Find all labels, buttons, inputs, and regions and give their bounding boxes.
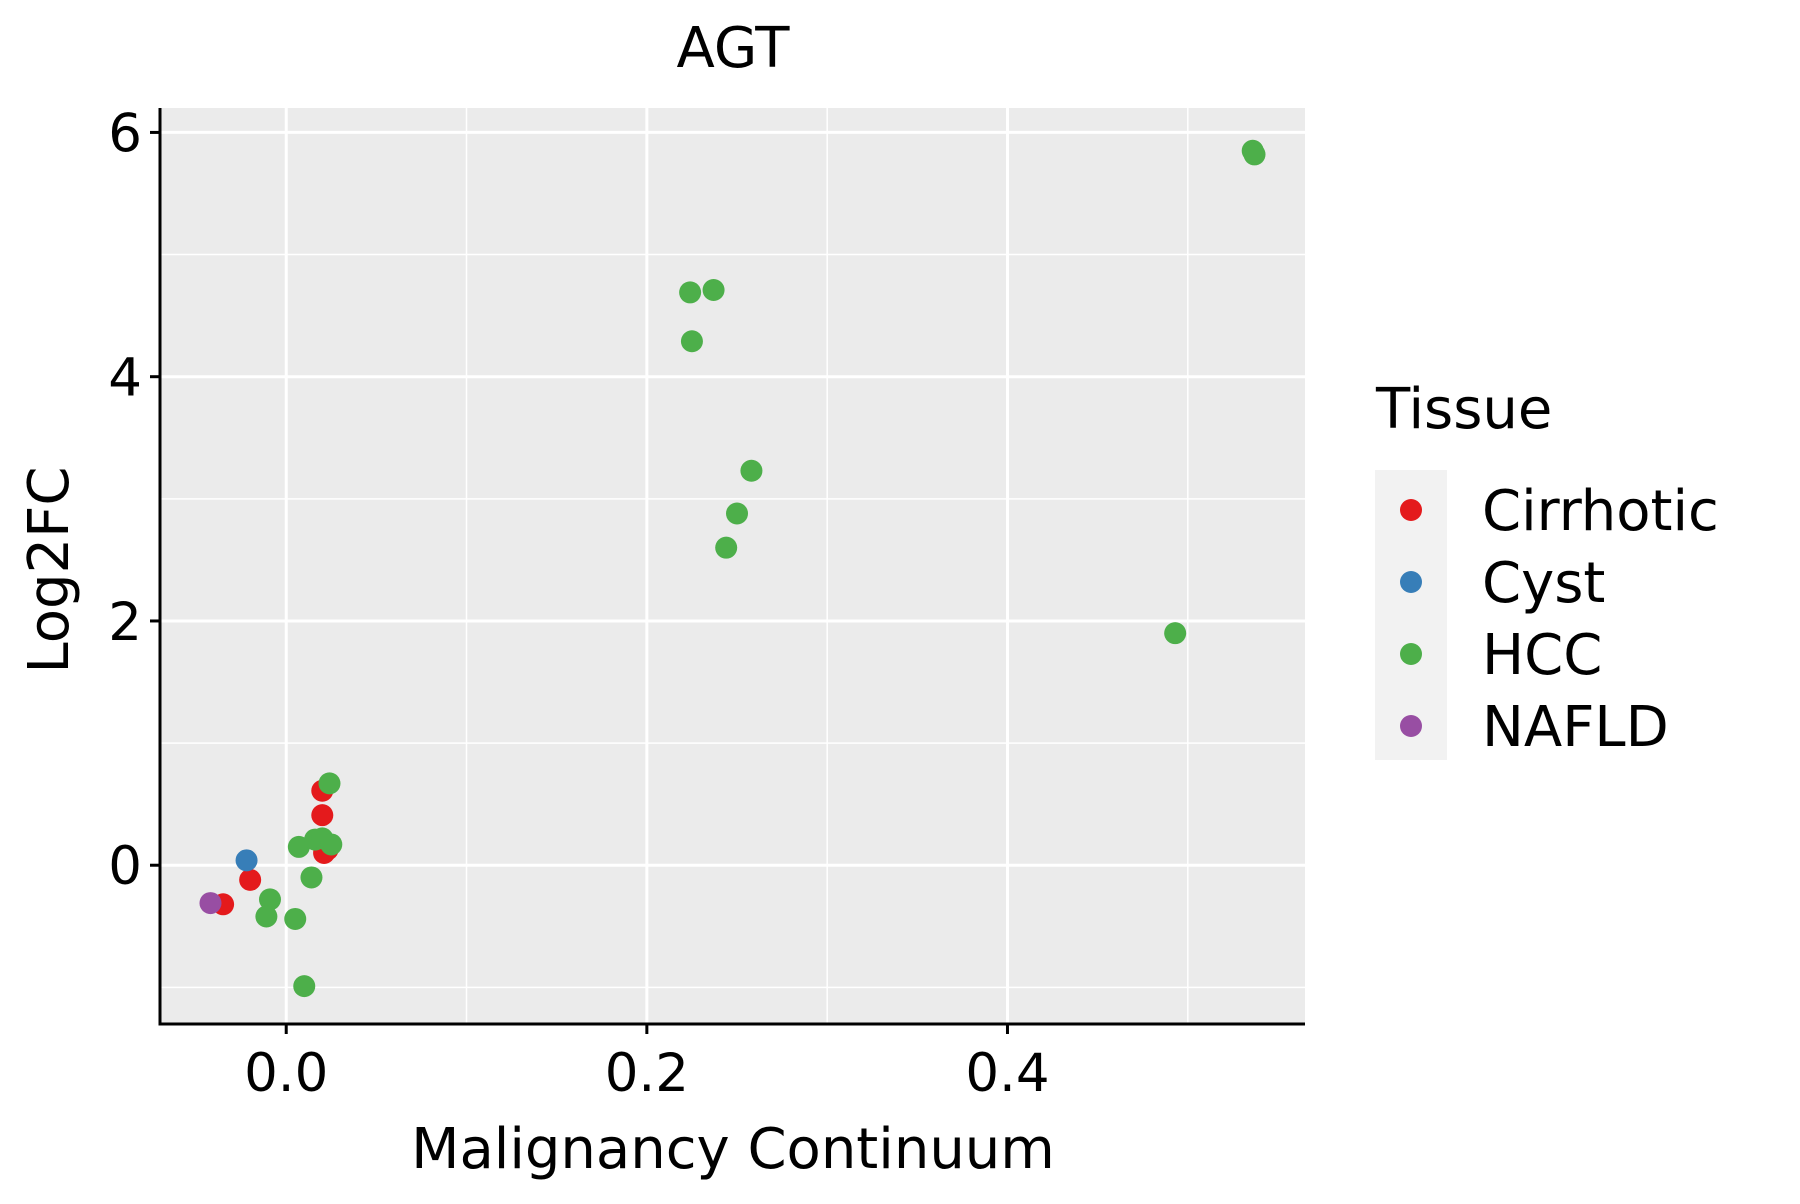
data-point-hcc [293,975,316,998]
data-point-hcc [255,905,278,928]
legend-key-nafld [1400,715,1422,737]
y-tick-label: 2 [108,592,142,653]
y-axis-label: Log2FC [17,467,82,674]
legend-items: Cirrhotic Cyst HCC NAFLD [1400,479,1719,760]
data-point-hcc [715,536,738,559]
x-tick-label: 0.0 [244,1043,328,1104]
legend-key-cirrhotic [1400,499,1422,521]
data-point-nafld [199,892,222,915]
plot-panel [160,108,1305,1024]
data-point-cirrhotic [311,804,334,827]
data-point-hcc [726,502,749,525]
data-point-hcc [680,330,703,353]
x-axis-label: Malignancy Continuum [411,1117,1055,1182]
legend-label-nafld: NAFLD [1482,695,1669,760]
data-point-hcc [1243,143,1266,166]
x-tick-label: 0.2 [605,1043,689,1104]
data-point-hcc [679,281,702,304]
data-point-hcc [258,888,281,911]
y-tick-label: 4 [108,348,142,409]
data-point-cyst [235,849,258,872]
chart-title: AGT [677,16,791,81]
data-point-cirrhotic [239,868,262,891]
legend-title: Tissue [1375,377,1552,442]
y-tick-label: 0 [108,836,142,897]
legend: Tissue Cirrhotic Cyst HCC NAFLD [1375,377,1719,760]
panel-background [160,108,1305,1024]
data-point-hcc [1164,622,1187,645]
legend-key-cyst [1400,571,1422,593]
data-point-hcc [300,866,323,889]
data-point-hcc [740,459,763,482]
data-point-hcc [284,907,307,930]
x-tick-label: 0.4 [965,1043,1049,1104]
data-point-hcc [320,833,343,856]
axes: 0.0 0.2 0.4 0 2 4 6 [108,103,1305,1104]
data-points [199,139,1266,998]
legend-label-cirrhotic: Cirrhotic [1482,479,1719,544]
legend-label-cyst: Cyst [1482,551,1605,616]
y-tick-label: 6 [108,103,142,164]
legend-label-hcc: HCC [1482,623,1602,688]
data-point-hcc [702,278,725,301]
data-point-hcc [318,772,341,795]
legend-key-hcc [1400,643,1422,665]
